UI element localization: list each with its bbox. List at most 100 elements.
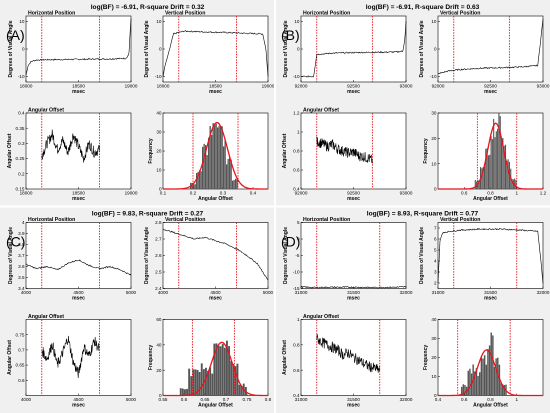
- histogram-bar: [214, 124, 216, 189]
- x-tick-label: 1: [515, 191, 518, 196]
- axes-frame: [300, 15, 407, 83]
- x-axis-label: msec: [209, 296, 222, 302]
- histogram-bar: [478, 181, 480, 189]
- gaussian-fit-curve: [438, 122, 543, 190]
- histogram-bar: [487, 349, 489, 396]
- histogram-bar: [469, 368, 471, 396]
- x-tick-label: 0.3: [220, 191, 227, 196]
- y-tick-label: 10: [431, 19, 437, 24]
- x-tick-label: 4500: [73, 397, 84, 402]
- x-tick-label: 1.2: [540, 191, 547, 196]
- y-tick-label: 0.6: [293, 368, 300, 373]
- y-tick-label: 0.4: [293, 187, 300, 192]
- y-axis-label: Degrees of Visual Angle: [144, 227, 150, 284]
- x-tick-label: 0.55: [159, 397, 168, 402]
- y-axis-label: Angular Offset: [7, 340, 13, 375]
- histogram-bar: [240, 385, 243, 396]
- y-tick-label: 0.4: [293, 393, 300, 398]
- y-axis-label: Angular Offset: [7, 133, 13, 168]
- y-axis-label: Angular Offset: [282, 133, 288, 168]
- histogram-bar: [474, 179, 476, 189]
- histogram-bar: [211, 373, 214, 396]
- y-tick-label: 0.75: [16, 332, 25, 337]
- histogram-bar: [205, 367, 207, 396]
- histogram-bar: [226, 340, 228, 396]
- panel-c: log(BF) = 9.83, R-square Drift = 0.27 400…: [0, 206, 275, 413]
- histogram-bar: [475, 368, 478, 396]
- x-tick-label: 31000: [295, 397, 308, 402]
- histogram-bar: [223, 146, 225, 189]
- x-tick-label: 4000: [158, 290, 169, 295]
- histogram-bar: [205, 145, 207, 189]
- y-axis-label: Angular Offset: [282, 340, 288, 375]
- histogram-bar: [209, 126, 211, 189]
- histogram-bar: [197, 171, 199, 189]
- x-tick-label: 0.6: [461, 191, 468, 196]
- y-tick-label: 3.7: [18, 253, 25, 258]
- y-tick-label: 0.6: [18, 378, 25, 383]
- histogram-bar: [229, 157, 231, 189]
- y-axis-label: Degrees of Visual Angle: [144, 20, 150, 77]
- histogram-bar: [209, 367, 212, 396]
- y-tick-label: 0: [297, 47, 300, 52]
- y-tick-label: 0: [159, 187, 162, 192]
- histogram-bar: [186, 388, 188, 396]
- histogram-bar: [188, 368, 191, 396]
- x-tick-label: 92500: [347, 191, 360, 196]
- histogram-bar: [507, 159, 509, 189]
- histogram-bar: [497, 128, 499, 189]
- histogram-bar: [234, 366, 237, 396]
- x-tick-label: 0.2: [190, 191, 197, 196]
- x-tick-label: 19000: [125, 84, 138, 89]
- x-axis-label: Angular Offset: [198, 403, 233, 409]
- panel-letter: (C): [6, 234, 25, 250]
- histogram-bar: [485, 148, 487, 189]
- y-tick-label: -10: [293, 74, 300, 79]
- data-trace: [316, 136, 373, 164]
- y-tick-label: 10: [156, 19, 162, 24]
- histogram-bar: [200, 171, 202, 189]
- gaussian-fit-curve: [163, 341, 269, 397]
- y-tick-label: 2.8: [155, 220, 162, 225]
- y-tick-label: -10: [430, 74, 437, 79]
- histogram-bar: [196, 369, 199, 396]
- y-tick-label: 0.7: [18, 348, 25, 353]
- x-axis-label: msec: [347, 89, 360, 95]
- y-tick-label: 0: [434, 187, 437, 192]
- x-axis-label: msec: [484, 89, 497, 95]
- panel-title: log(BF) = 8.93, R-square Drift = 0.77: [367, 211, 479, 218]
- x-tick-label: 0.1: [160, 191, 167, 196]
- plot-title: Horizontal Position: [303, 11, 350, 17]
- y-tick-label: 7: [434, 226, 437, 231]
- y-axis-label: Degrees of Visual Angle: [419, 20, 425, 77]
- histogram-bar: [504, 144, 507, 189]
- x-tick-label: 0.4: [250, 191, 257, 196]
- panel-letter: (A): [6, 27, 25, 43]
- x-axis-label: msec: [72, 403, 85, 409]
- y-tick-label: 20: [156, 149, 162, 154]
- histogram-bar: [236, 179, 238, 189]
- x-tick-label: 4500: [73, 290, 84, 295]
- y-tick-label: 0: [434, 393, 437, 398]
- histogram-bar: [462, 384, 465, 396]
- histogram-bar: [203, 143, 205, 189]
- x-tick-label: 18000: [157, 84, 170, 89]
- y-axis-label: Degrees of Visual Angle: [283, 227, 289, 284]
- y-axis-label: Degrees of Visual Angle: [283, 20, 289, 77]
- x-tick-label: 92500: [484, 84, 497, 89]
- y-tick-label: 3.8: [18, 242, 25, 247]
- y-tick-label: 10: [431, 161, 437, 166]
- data-trace: [41, 129, 100, 163]
- histogram-bar: [233, 180, 235, 189]
- histogram-bar: [184, 389, 186, 396]
- y-tick-label: 0.3: [18, 141, 25, 146]
- data-trace: [437, 227, 544, 284]
- plot-title: Vertical Position: [165, 217, 205, 223]
- x-tick-label: 5000: [126, 397, 137, 402]
- x-tick-label: 93000: [400, 191, 413, 196]
- panel-title: log(BF) = 9.83, R-square Drift = 0.27: [92, 211, 204, 218]
- data-trace: [316, 333, 381, 373]
- x-tick-label: 18500: [72, 84, 85, 89]
- x-tick-label: 32000: [400, 397, 413, 402]
